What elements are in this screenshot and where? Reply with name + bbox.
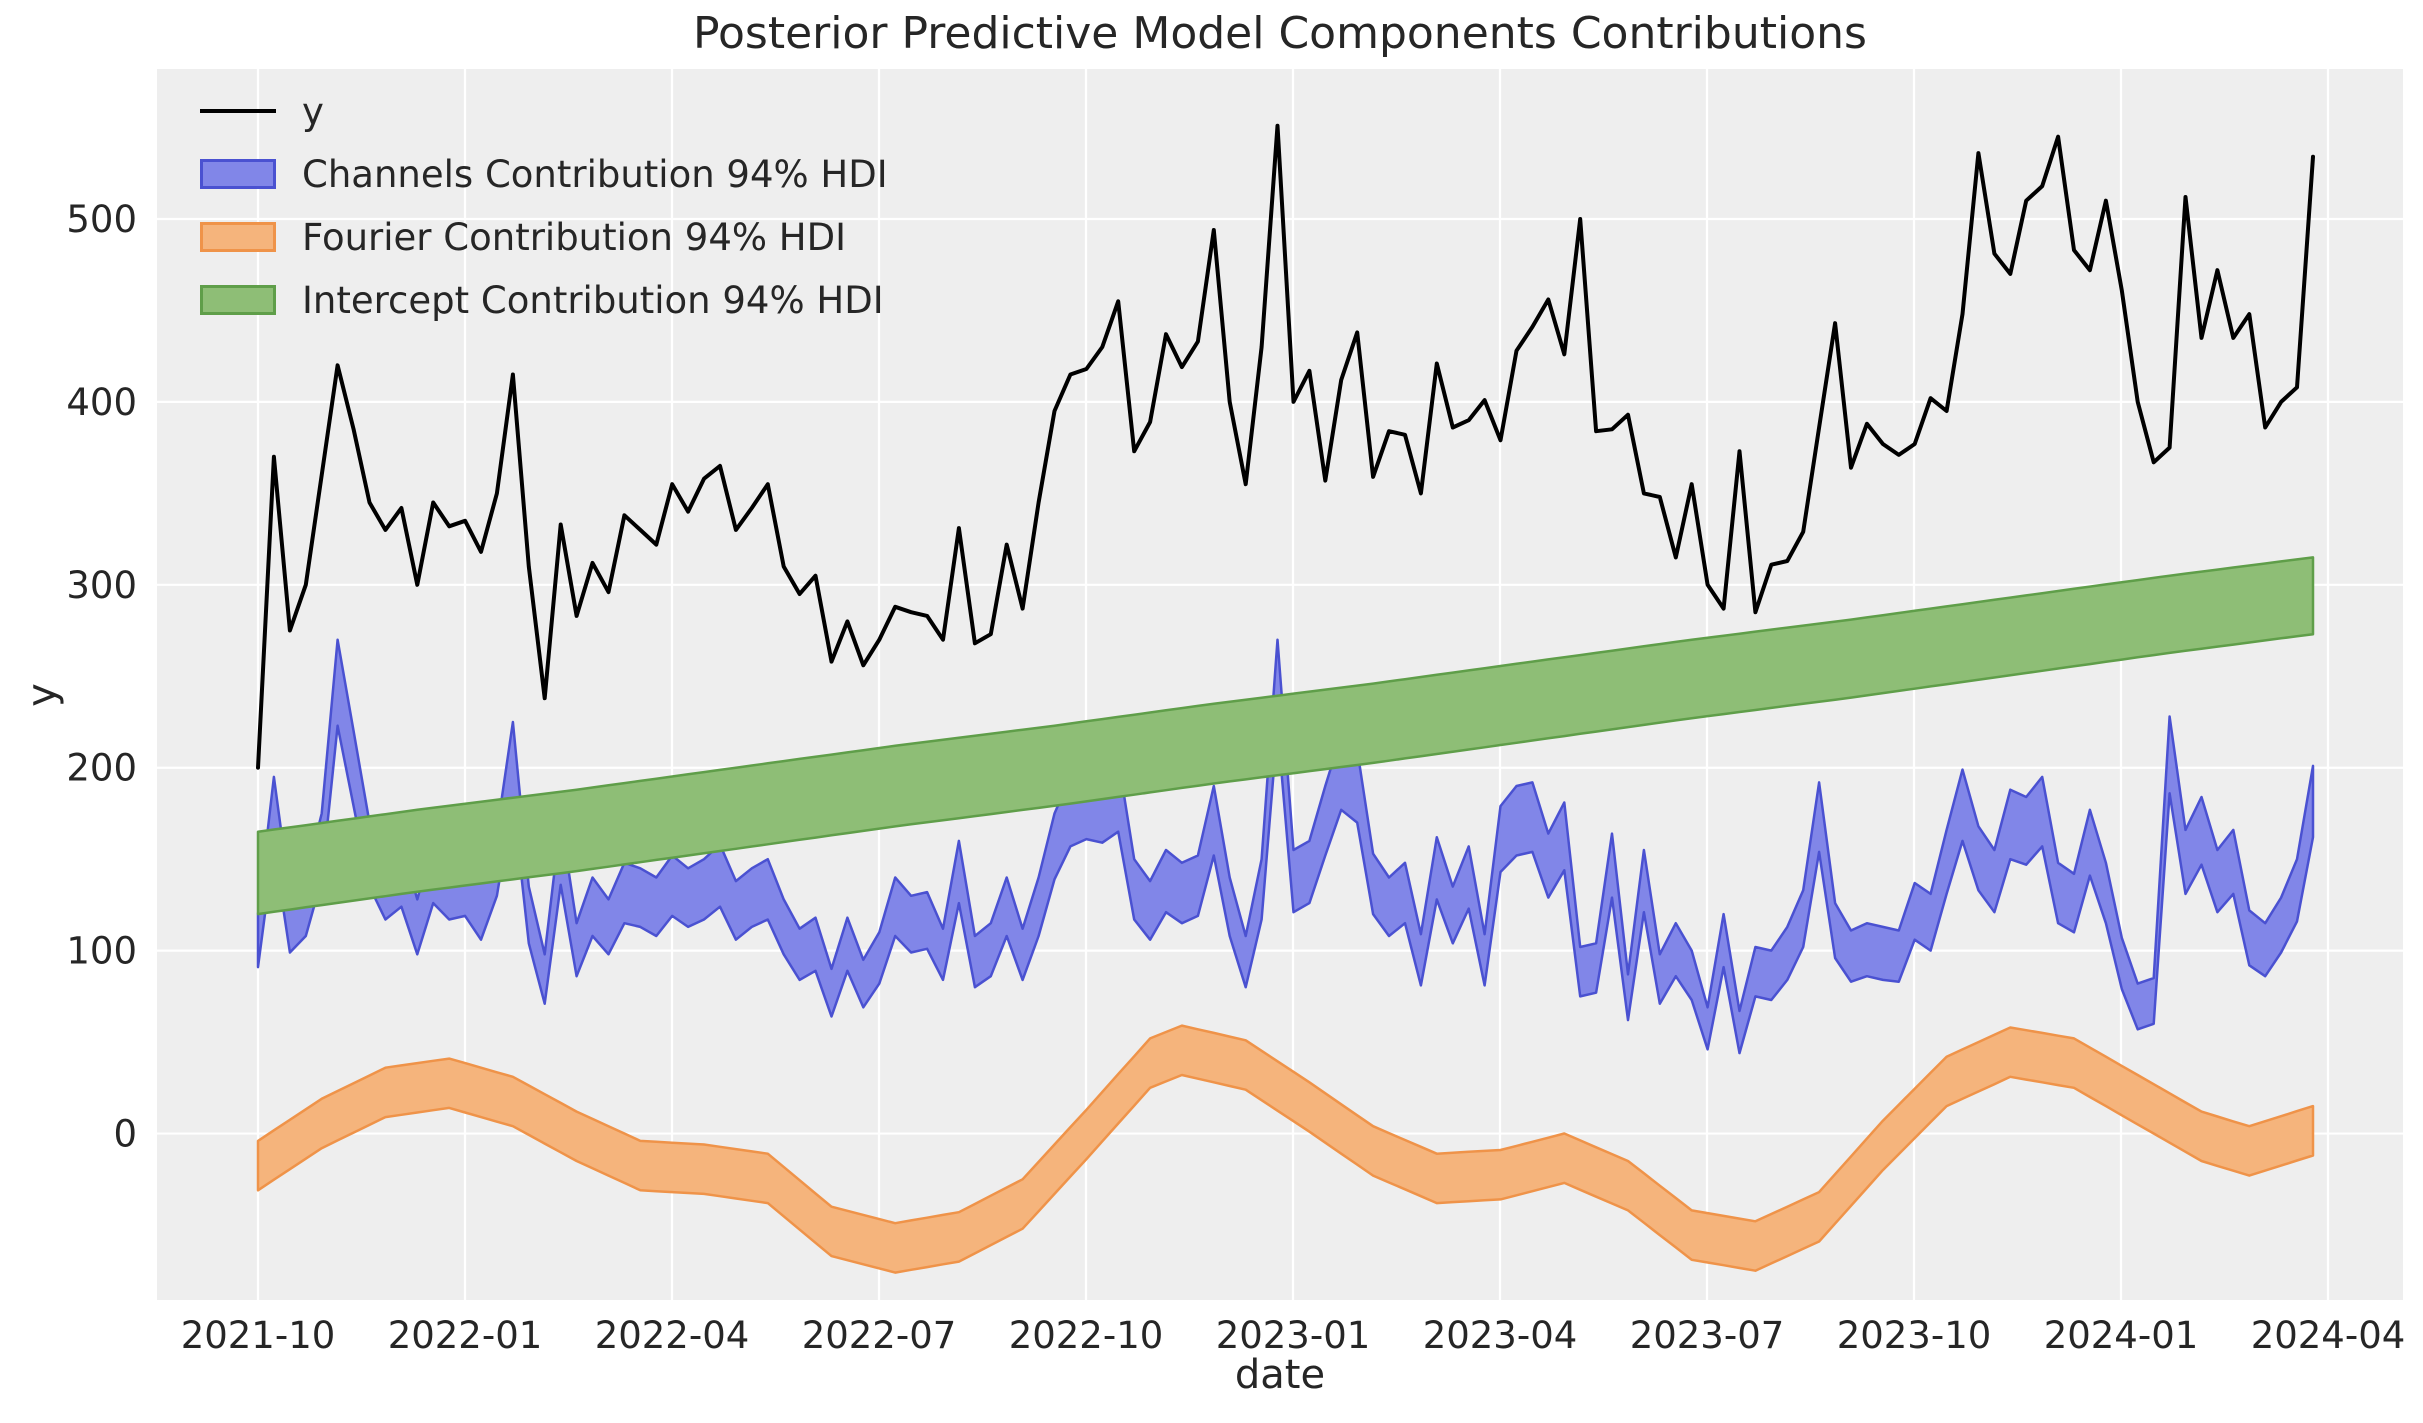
fourier-swatch-icon bbox=[200, 222, 276, 252]
y-tick-label: 500 bbox=[66, 198, 137, 241]
intercept-swatch-icon bbox=[200, 285, 276, 315]
line-swatch-icon bbox=[200, 109, 276, 113]
legend-item-y: y bbox=[200, 88, 888, 134]
y-tick-label: 200 bbox=[66, 747, 137, 790]
x-tick-label: 2022-07 bbox=[802, 1314, 957, 1357]
legend-item-channels: Channels Contribution 94% HDI bbox=[200, 151, 888, 197]
y-axis-label: y bbox=[19, 683, 65, 707]
legend-item-fourier: Fourier Contribution 94% HDI bbox=[200, 214, 888, 260]
x-axis-label: date bbox=[1234, 1352, 1326, 1398]
x-tick-label: 2024-01 bbox=[2044, 1314, 2199, 1357]
intercept-band bbox=[256, 556, 2315, 916]
chart-title: Posterior Predictive Model Components Co… bbox=[693, 8, 1867, 59]
y-tick-label: 300 bbox=[66, 564, 137, 607]
x-tick-label: 2023-01 bbox=[1216, 1314, 1371, 1357]
x-tick-label: 2023-07 bbox=[1630, 1314, 1785, 1357]
fourier-band bbox=[256, 1024, 2315, 1274]
y-series-line bbox=[256, 123, 2315, 770]
x-tick-label: 2023-10 bbox=[1837, 1314, 1992, 1357]
y-tick-label: 0 bbox=[113, 1113, 137, 1156]
legend-label: Fourier Contribution 94% HDI bbox=[302, 215, 846, 259]
legend-item-intercept: Intercept Contribution 94% HDI bbox=[200, 277, 888, 323]
channels-band bbox=[256, 638, 2315, 1055]
y-tick-label: 400 bbox=[66, 381, 137, 424]
x-tick-label: 2021-10 bbox=[181, 1314, 336, 1357]
x-tick-label: 2022-10 bbox=[1009, 1314, 1164, 1357]
x-tick-label: 2024-04 bbox=[2251, 1314, 2406, 1357]
legend-label: Intercept Contribution 94% HDI bbox=[302, 278, 884, 322]
legend-label: y bbox=[302, 89, 324, 133]
legend-label: Channels Contribution 94% HDI bbox=[302, 152, 888, 196]
tick-labels: 0 100 200 300 400 500 2021-10 2022-01 2022-04 202… bbox=[66, 198, 2405, 1357]
x-tick-label: 2022-01 bbox=[388, 1314, 543, 1357]
legend: y Channels Contribution 94% HDI Fourier … bbox=[200, 88, 888, 323]
x-tick-label: 2022-04 bbox=[595, 1314, 750, 1357]
channels-swatch-icon bbox=[200, 159, 276, 189]
y-tick-label: 100 bbox=[66, 930, 137, 973]
x-tick-label: 2023-04 bbox=[1423, 1314, 1578, 1357]
